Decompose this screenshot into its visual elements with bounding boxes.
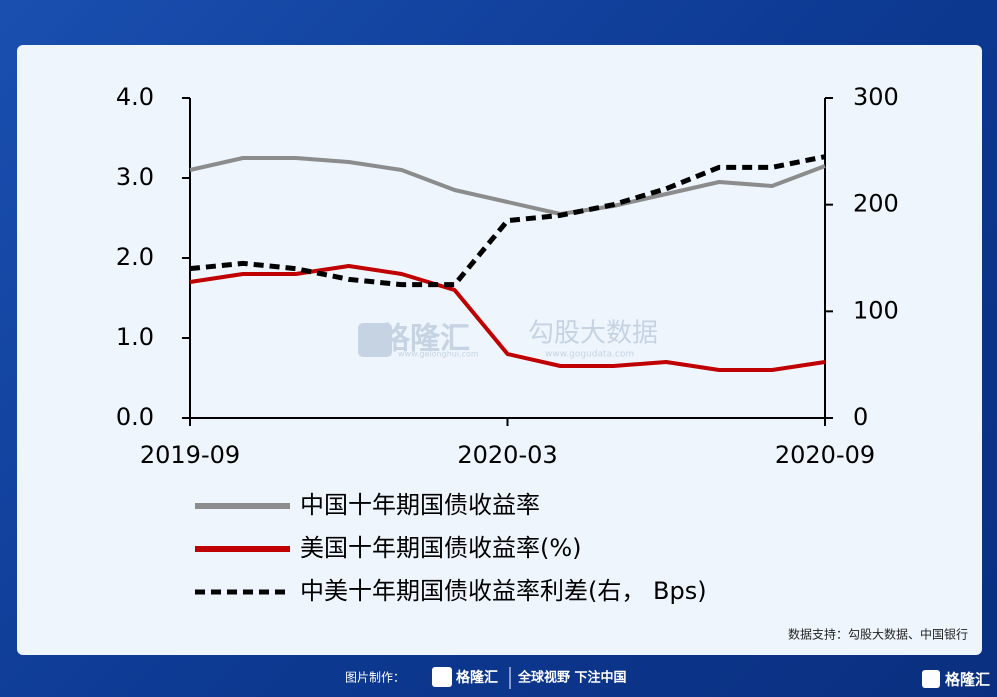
card xyxy=(17,45,982,655)
legend-label: 美国十年期国债收益率(%) xyxy=(300,534,582,562)
series-line xyxy=(189,156,826,216)
watermark: www.gogudata.com xyxy=(545,350,634,360)
legend-label: 中国十年期国债收益率 xyxy=(300,491,540,519)
legend-label: 中美十年期国债收益率利差(右， Bps) xyxy=(300,577,707,605)
footer-made-by: 图片制作： xyxy=(345,671,405,685)
series-line xyxy=(189,154,826,288)
x-tick-label: 2020-09 xyxy=(775,441,875,469)
y2-tick-label: 0 xyxy=(853,403,868,431)
y2-tick-label: 100 xyxy=(853,296,899,324)
y2-tick-label: 200 xyxy=(853,190,899,218)
y-tick-label: 4.0 xyxy=(116,83,154,111)
watermark: 格隆汇 xyxy=(380,322,470,357)
y-tick-label: 0.0 xyxy=(116,403,154,431)
series-line xyxy=(189,264,826,372)
corner-brand: 格隆汇 xyxy=(945,671,990,689)
x-tick-label: 2019-09 xyxy=(140,441,240,469)
footer-logo xyxy=(432,667,452,687)
watermark-logo xyxy=(358,323,392,357)
watermark: 勾股大数据 xyxy=(528,319,658,349)
y-tick-label: 2.0 xyxy=(116,243,154,271)
y2-tick-label: 300 xyxy=(853,83,899,111)
corner-logo xyxy=(922,670,940,688)
y-tick-label: 1.0 xyxy=(116,323,154,351)
y-tick-label: 3.0 xyxy=(116,163,154,191)
footer-slogan: 全球视野 下注中国 xyxy=(517,670,627,686)
footer-brand: 格隆汇 xyxy=(456,669,498,686)
watermark: www.gelonghui.com xyxy=(398,350,479,359)
source: 数据支持：勾股大数据、中国银行 xyxy=(788,627,968,642)
x-tick-label: 2020-03 xyxy=(457,441,557,469)
